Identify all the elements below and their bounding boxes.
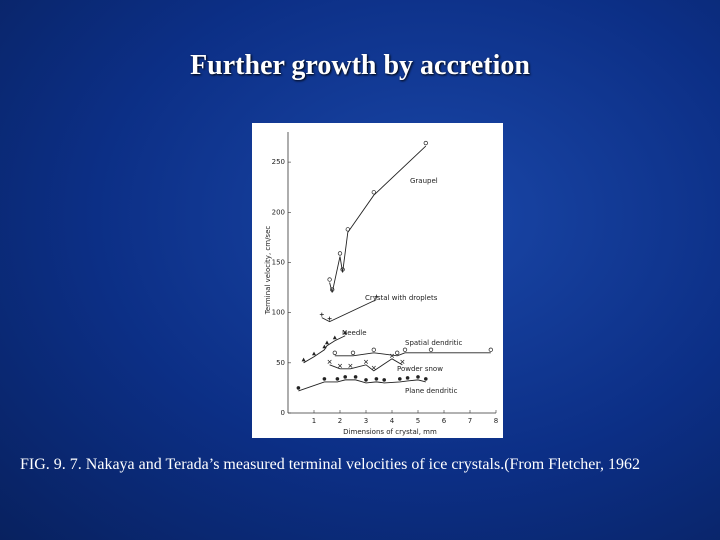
trend-line (298, 379, 426, 392)
point (398, 377, 402, 381)
point (322, 377, 327, 381)
point (340, 267, 345, 272)
point (332, 335, 337, 340)
slide-title: Further growth by accretion (190, 50, 530, 81)
point (350, 350, 356, 355)
point (363, 359, 369, 364)
y-tick-label: 200 (272, 208, 285, 216)
figure-caption: FIG. 9. 7. Nakaya and Terada’s measured … (20, 456, 640, 473)
point (371, 365, 376, 370)
point (424, 377, 428, 381)
point (382, 378, 387, 382)
x-tick-label: 3 (364, 417, 368, 425)
x-tick-label: 1 (312, 417, 316, 425)
point (371, 190, 376, 195)
point (374, 377, 379, 381)
trend-line (334, 352, 491, 357)
series-label: Spatial dendritic (405, 339, 462, 347)
point (312, 351, 316, 356)
point (371, 347, 376, 352)
point (325, 340, 329, 345)
figure-panel (252, 123, 503, 438)
point (327, 316, 332, 321)
point (395, 350, 400, 355)
series-label: Plane dendritic (405, 387, 458, 395)
point (400, 359, 405, 364)
point (296, 386, 301, 390)
point (343, 330, 348, 335)
point (327, 359, 332, 364)
point (423, 140, 428, 146)
point (335, 377, 340, 381)
series-label: Graupel (410, 177, 438, 185)
trend-line (321, 299, 377, 323)
point (327, 277, 332, 282)
point (402, 347, 408, 352)
point (353, 375, 358, 379)
point (343, 375, 348, 379)
point (345, 227, 350, 232)
y-tick-label: 50 (276, 359, 285, 367)
point (416, 375, 420, 379)
x-tick-label: 7 (468, 417, 472, 425)
x-axis-label: Dimensions of crystal, mm (343, 428, 437, 436)
y-tick-label: 0 (281, 409, 285, 417)
x-tick-label: 4 (390, 417, 395, 425)
point (348, 363, 353, 368)
point (405, 376, 410, 380)
point (301, 357, 306, 362)
point (337, 251, 343, 256)
point (488, 347, 493, 352)
trend-line (329, 145, 427, 293)
trend-line (329, 358, 403, 372)
series-label: Crystal with droplets (365, 294, 438, 302)
point (319, 312, 324, 317)
x-tick-label: 2 (338, 417, 342, 425)
x-tick-label: 6 (442, 417, 447, 425)
point (374, 294, 379, 299)
y-tick-label: 150 (272, 258, 285, 266)
series-label: Needle (342, 329, 367, 337)
point (364, 378, 368, 382)
point (322, 344, 327, 349)
point (389, 353, 395, 358)
y-tick-label: 100 (272, 309, 285, 317)
series-label: Powder snow (397, 365, 443, 373)
point (332, 350, 337, 355)
y-tick-label: 250 (272, 158, 285, 166)
x-tick-label: 8 (494, 417, 498, 425)
point (330, 287, 335, 292)
x-tick-label: 5 (416, 417, 420, 425)
point (337, 363, 343, 368)
point (428, 347, 434, 352)
y-axis-label: Terminal velocity, cm/sec (264, 226, 272, 316)
